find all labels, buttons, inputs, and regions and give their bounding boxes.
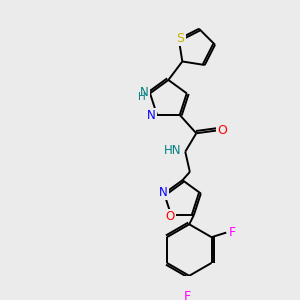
Text: N: N [147, 109, 156, 122]
Text: N: N [140, 86, 149, 99]
Text: O: O [166, 209, 175, 223]
Text: F: F [184, 290, 191, 300]
Text: O: O [217, 124, 227, 137]
Text: S: S [177, 32, 184, 45]
Text: HN: HN [164, 144, 182, 157]
Text: N: N [159, 186, 168, 199]
Text: F: F [229, 226, 236, 239]
Text: H: H [138, 92, 146, 102]
